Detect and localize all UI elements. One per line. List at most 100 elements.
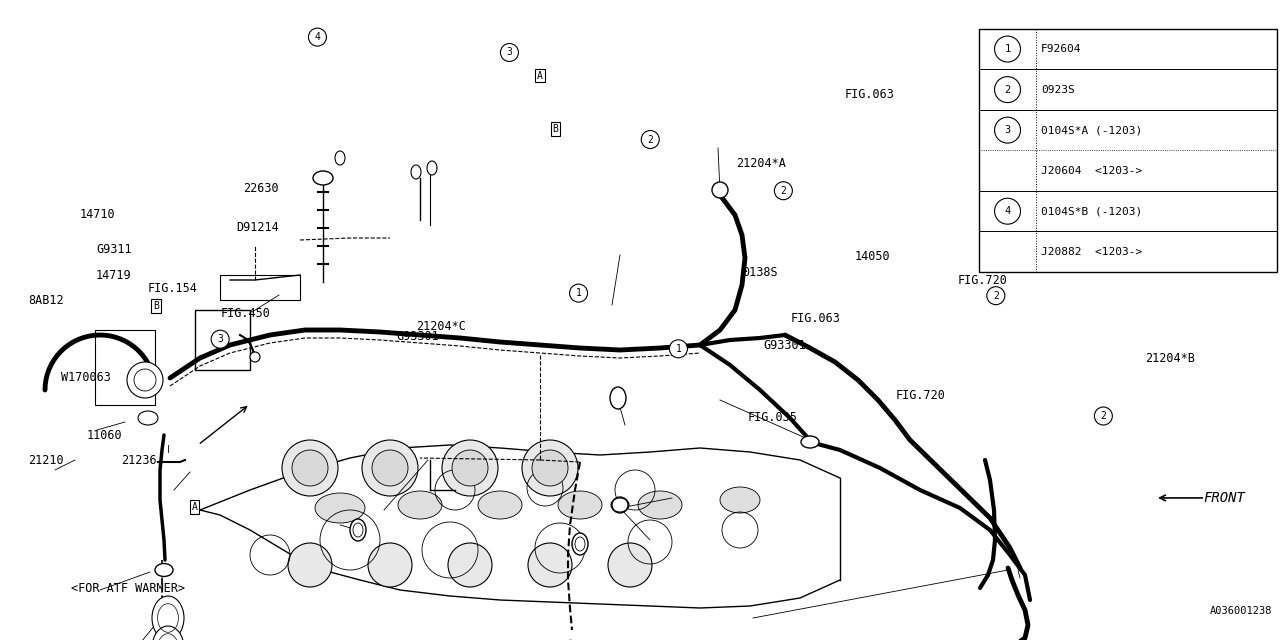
Text: 0104S*A (-1203): 0104S*A (-1203): [1041, 125, 1142, 135]
Ellipse shape: [315, 493, 365, 523]
Circle shape: [448, 543, 492, 587]
Text: FIG.063: FIG.063: [791, 312, 841, 325]
Text: 21204*C: 21204*C: [416, 320, 466, 333]
Circle shape: [987, 287, 1005, 305]
Text: G93301: G93301: [397, 330, 439, 342]
Bar: [979, 29, 1277, 272]
Circle shape: [995, 117, 1020, 143]
Circle shape: [529, 543, 572, 587]
Ellipse shape: [719, 487, 760, 513]
Ellipse shape: [611, 387, 626, 409]
Circle shape: [372, 450, 408, 486]
Text: FIG.720: FIG.720: [957, 274, 1007, 287]
Text: FIG.154: FIG.154: [147, 282, 197, 294]
Ellipse shape: [411, 165, 421, 179]
Circle shape: [211, 330, 229, 348]
Text: 1: 1: [576, 288, 581, 298]
Text: 8AB12: 8AB12: [28, 294, 64, 307]
Text: 14050: 14050: [855, 250, 891, 262]
Ellipse shape: [572, 533, 588, 555]
Circle shape: [442, 440, 498, 496]
Text: 21204*B: 21204*B: [1146, 352, 1196, 365]
Circle shape: [995, 36, 1020, 62]
Ellipse shape: [801, 436, 819, 448]
Ellipse shape: [637, 491, 682, 519]
Text: 14710: 14710: [79, 208, 115, 221]
Circle shape: [282, 440, 338, 496]
Circle shape: [292, 450, 328, 486]
Ellipse shape: [428, 161, 436, 175]
Text: 4: 4: [1005, 206, 1011, 216]
Circle shape: [1094, 407, 1112, 425]
Text: FIG.035: FIG.035: [748, 411, 797, 424]
Circle shape: [500, 44, 518, 61]
Text: J20604  <1203->: J20604 <1203->: [1041, 166, 1142, 175]
Text: 21236: 21236: [122, 454, 157, 467]
Circle shape: [288, 543, 332, 587]
Text: 3: 3: [218, 334, 223, 344]
Circle shape: [570, 284, 588, 302]
Circle shape: [308, 28, 326, 46]
Ellipse shape: [335, 151, 346, 165]
Text: A: A: [538, 70, 543, 81]
Circle shape: [995, 77, 1020, 102]
Text: A: A: [192, 502, 197, 512]
Circle shape: [250, 352, 260, 362]
Circle shape: [612, 497, 628, 513]
Bar: [95, 330, 155, 405]
Text: FIG.720: FIG.720: [896, 389, 946, 402]
Circle shape: [608, 543, 652, 587]
Text: 0104S*B (-1203): 0104S*B (-1203): [1041, 206, 1142, 216]
Text: D91214: D91214: [237, 221, 279, 234]
Text: FRONT: FRONT: [1203, 491, 1245, 505]
Circle shape: [641, 131, 659, 148]
Circle shape: [362, 440, 419, 496]
Text: G9311: G9311: [96, 243, 132, 256]
Text: 4: 4: [315, 32, 320, 42]
Ellipse shape: [152, 626, 184, 640]
Text: 1: 1: [676, 344, 681, 354]
Text: 14719: 14719: [96, 269, 132, 282]
Bar: [220, 275, 300, 300]
Text: W170063: W170063: [61, 371, 111, 384]
Text: B: B: [553, 124, 558, 134]
Text: 11060: 11060: [87, 429, 123, 442]
Text: B: B: [154, 301, 159, 311]
Text: 0923S: 0923S: [1041, 84, 1075, 95]
Text: 22630: 22630: [243, 182, 279, 195]
Text: G93301: G93301: [763, 339, 805, 352]
Text: 2: 2: [1005, 84, 1011, 95]
Text: 21210: 21210: [28, 454, 64, 467]
Text: 2: 2: [1101, 411, 1106, 421]
Ellipse shape: [349, 519, 366, 541]
Text: 2: 2: [781, 186, 786, 196]
Circle shape: [127, 362, 163, 398]
Text: 3: 3: [1005, 125, 1011, 135]
Circle shape: [522, 440, 579, 496]
Circle shape: [669, 340, 687, 358]
Text: 2: 2: [648, 134, 653, 145]
Ellipse shape: [477, 491, 522, 519]
Text: FIG.063: FIG.063: [845, 88, 895, 101]
Text: FIG.450: FIG.450: [220, 307, 270, 320]
Text: 21204*A: 21204*A: [736, 157, 786, 170]
Ellipse shape: [558, 491, 602, 519]
Text: 0138S: 0138S: [742, 266, 778, 278]
Text: J20882  <1203->: J20882 <1203->: [1041, 247, 1142, 257]
Text: F92604: F92604: [1041, 44, 1082, 54]
Circle shape: [452, 450, 488, 486]
Text: <FOR ATF WARMER>: <FOR ATF WARMER>: [70, 582, 186, 595]
Circle shape: [369, 543, 412, 587]
Text: A036001238: A036001238: [1210, 605, 1272, 616]
Circle shape: [774, 182, 792, 200]
Text: 3: 3: [507, 47, 512, 58]
Text: 2: 2: [993, 291, 998, 301]
Bar: [195, 310, 250, 370]
Ellipse shape: [138, 411, 157, 425]
Circle shape: [532, 450, 568, 486]
Ellipse shape: [398, 491, 442, 519]
Circle shape: [995, 198, 1020, 224]
Ellipse shape: [314, 171, 333, 185]
Ellipse shape: [152, 596, 184, 640]
Text: 1: 1: [1005, 44, 1011, 54]
